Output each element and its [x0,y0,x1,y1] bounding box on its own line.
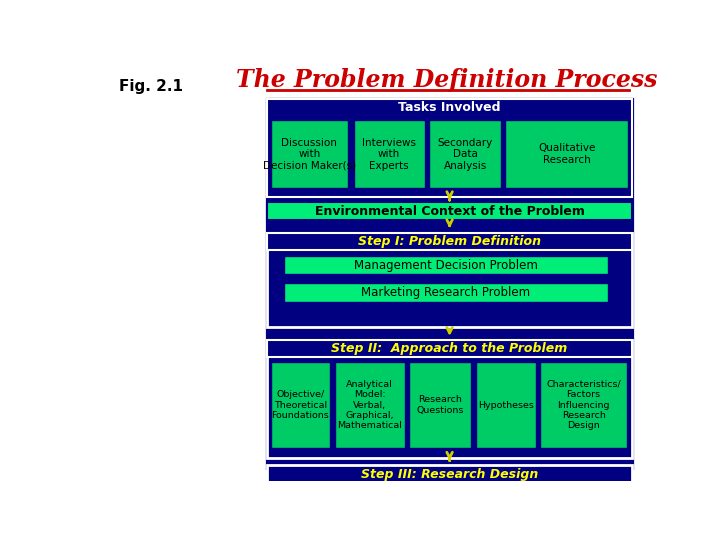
FancyBboxPatch shape [267,340,631,457]
FancyBboxPatch shape [267,99,631,197]
Text: Interviews
with
Experts: Interviews with Experts [362,138,416,171]
Text: Environmental Context of the Problem: Environmental Context of the Problem [315,205,585,218]
FancyBboxPatch shape [505,120,628,188]
FancyBboxPatch shape [264,96,635,471]
Text: Management Decision Problem: Management Decision Problem [354,259,538,272]
Text: Objective/
Theoretical
Foundations: Objective/ Theoretical Foundations [271,390,329,420]
Text: Fig. 2.1: Fig. 2.1 [120,79,184,94]
Text: Analytical
Model:
Verbal,
Graphical,
Mathematical: Analytical Model: Verbal, Graphical, Mat… [338,380,402,430]
Text: Secondary
Data
Analysis: Secondary Data Analysis [438,138,492,171]
FancyBboxPatch shape [476,362,536,448]
Text: Characteristics/
Factors
Influencing
Research
Design: Characteristics/ Factors Influencing Res… [546,380,621,430]
Text: Step III: Research Design: Step III: Research Design [361,468,539,481]
FancyBboxPatch shape [429,120,500,188]
FancyBboxPatch shape [540,362,627,448]
FancyBboxPatch shape [335,362,405,448]
FancyBboxPatch shape [354,120,425,188]
FancyBboxPatch shape [284,284,608,302]
FancyBboxPatch shape [409,362,472,448]
Text: Marketing Research Problem: Marketing Research Problem [361,286,531,299]
Text: The Problem Definition Process: The Problem Definition Process [236,68,657,92]
Text: Research
Questions: Research Questions [417,395,464,415]
FancyBboxPatch shape [284,256,608,274]
FancyBboxPatch shape [271,120,348,188]
FancyBboxPatch shape [271,362,330,448]
Text: Hypotheses: Hypotheses [478,401,534,410]
FancyBboxPatch shape [267,340,631,357]
Text: Step I: Problem Definition: Step I: Problem Definition [358,234,541,248]
Text: Discussion
with
Decision Maker(s): Discussion with Decision Maker(s) [263,138,356,171]
FancyBboxPatch shape [267,233,631,249]
Text: Tasks Involved: Tasks Involved [398,100,501,113]
FancyBboxPatch shape [267,202,631,220]
FancyBboxPatch shape [267,233,631,327]
Text: Qualitative
Research: Qualitative Research [538,143,595,165]
Text: Step II:  Approach to the Problem: Step II: Approach to the Problem [331,342,568,355]
FancyBboxPatch shape [267,465,631,484]
